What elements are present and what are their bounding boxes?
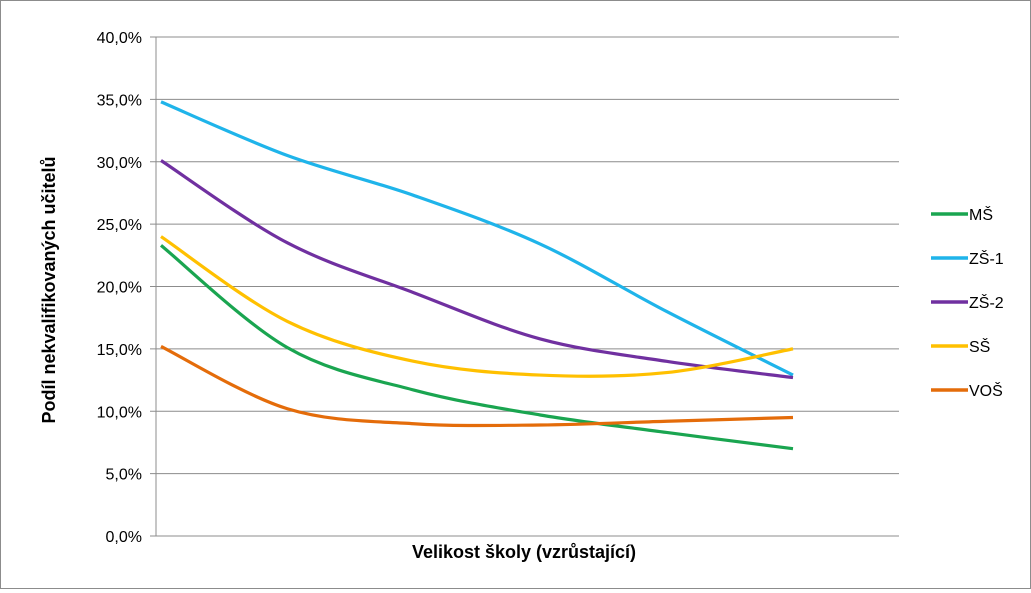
- y-tick-label: 30,0%: [97, 155, 142, 172]
- legend-label: MŠ: [969, 205, 993, 224]
- x-axis-title: Velikost školy (vzrůstající): [412, 542, 636, 562]
- y-axis-title: Podíl nekvalifikovaných učitelů: [39, 156, 59, 423]
- legend-label: SŠ: [969, 337, 990, 356]
- y-tick-label: 25,0%: [97, 217, 142, 234]
- series-line-2: [160, 159, 794, 380]
- legend-label: ZŠ-1: [969, 249, 1004, 268]
- y-tick-label: 20,0%: [97, 280, 142, 297]
- series-line-4: [160, 344, 794, 428]
- y-tick-label: 15,0%: [97, 342, 142, 359]
- series-line-1: [160, 100, 794, 377]
- y-tick-labels: 0,0% 5,0% 10,0% 15,0% 20,0% 25,0% 30,0% 35,0% 40…: [97, 30, 142, 546]
- series-line-0: [159, 244, 794, 451]
- y-tick-label: 10,0%: [97, 404, 142, 421]
- y-tick-label: 5,0%: [106, 467, 142, 484]
- legend-label: ZŠ-2: [969, 293, 1004, 312]
- gridlines: [156, 36, 899, 475]
- y-tick-label: 40,0%: [97, 30, 142, 47]
- y-tick-label: 0,0%: [106, 529, 142, 546]
- legend: MŠ ZŠ-1 ZŠ-2 SŠ VOŠ: [931, 205, 1004, 400]
- legend-label: VOŠ: [969, 381, 1003, 400]
- series-line-3: [160, 235, 794, 378]
- y-tick-label: 35,0%: [97, 92, 142, 109]
- series-lines: [159, 100, 794, 451]
- axes: [150, 36, 899, 537]
